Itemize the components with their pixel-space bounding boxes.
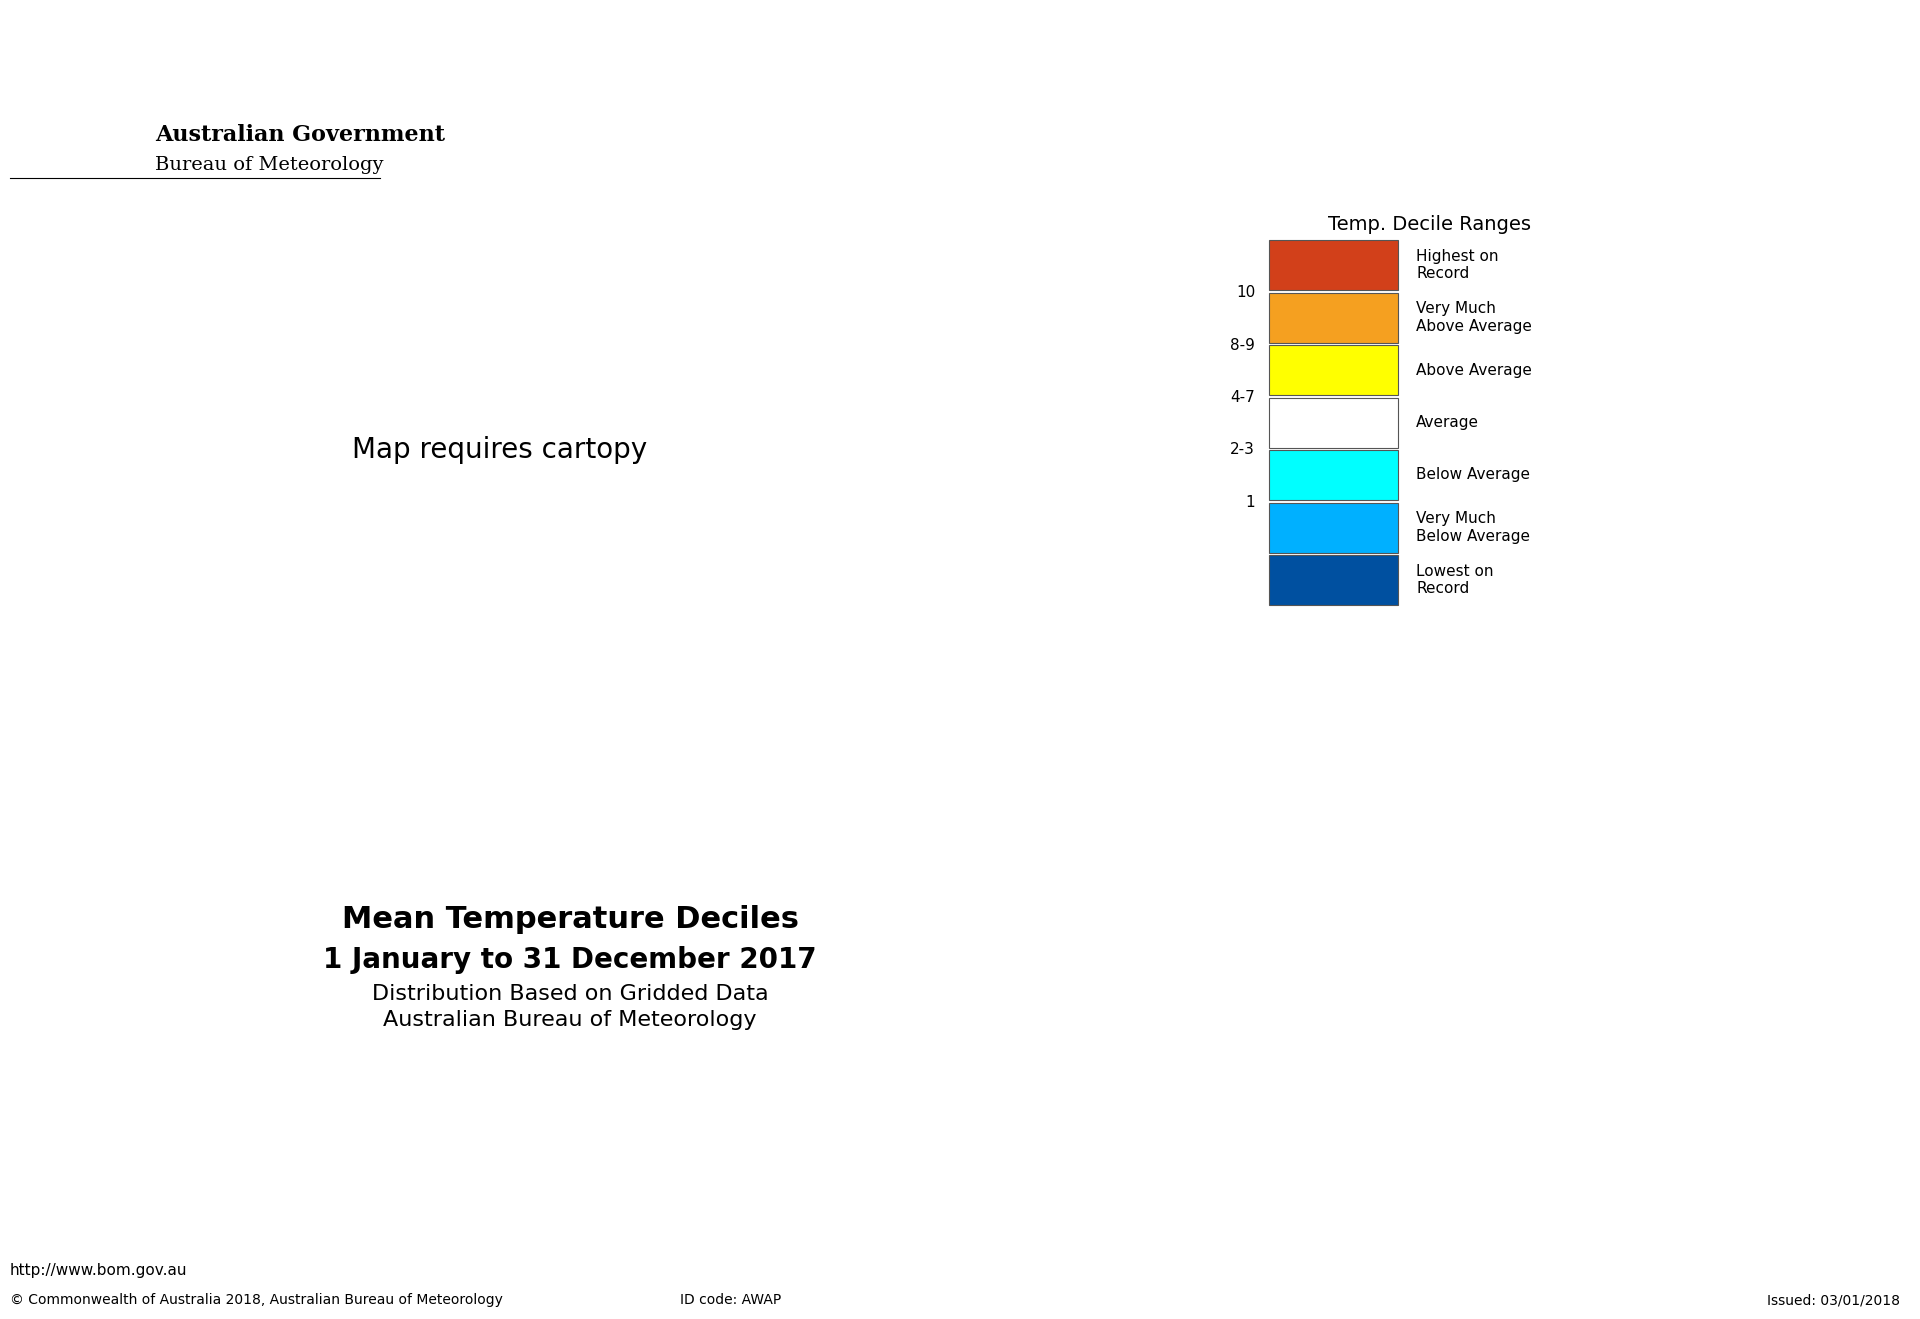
Text: Lowest on
Record: Lowest on Record (1417, 563, 1494, 596)
Text: 4-7: 4-7 (1231, 390, 1256, 405)
Text: Average: Average (1417, 415, 1478, 430)
Text: © Commonwealth of Australia 2018, Australian Bureau of Meteorology: © Commonwealth of Australia 2018, Austra… (10, 1293, 503, 1307)
Text: http://www.bom.gov.au: http://www.bom.gov.au (10, 1262, 188, 1278)
Text: Highest on
Record: Highest on Record (1417, 249, 1500, 281)
Text: Australian Bureau of Meteorology: Australian Bureau of Meteorology (384, 1010, 756, 1030)
FancyBboxPatch shape (1269, 293, 1398, 343)
Text: Bureau of Meteorology: Bureau of Meteorology (156, 156, 384, 174)
Text: Mean Temperature Deciles: Mean Temperature Deciles (342, 906, 799, 934)
FancyBboxPatch shape (1269, 503, 1398, 553)
FancyBboxPatch shape (1269, 240, 1398, 290)
Text: Above Average: Above Average (1417, 363, 1532, 377)
Text: Very Much
Below Average: Very Much Below Average (1417, 512, 1530, 543)
Text: Temp. Decile Ranges: Temp. Decile Ranges (1329, 215, 1532, 233)
Text: Distribution Based on Gridded Data: Distribution Based on Gridded Data (372, 984, 768, 1004)
Text: Issued: 03/01/2018: Issued: 03/01/2018 (1766, 1293, 1901, 1307)
Text: 2-3: 2-3 (1231, 442, 1256, 458)
FancyBboxPatch shape (1269, 555, 1398, 605)
FancyBboxPatch shape (1269, 450, 1398, 500)
Text: 1: 1 (1246, 495, 1256, 510)
Text: 10: 10 (1236, 285, 1256, 299)
Text: Very Much
Above Average: Very Much Above Average (1417, 301, 1532, 334)
FancyBboxPatch shape (1269, 346, 1398, 394)
FancyBboxPatch shape (1269, 397, 1398, 447)
Text: ID code: AWAP: ID code: AWAP (680, 1293, 781, 1307)
Text: Below Average: Below Average (1417, 467, 1530, 483)
Text: Map requires cartopy: Map requires cartopy (353, 437, 647, 464)
Text: Australian Government: Australian Government (156, 124, 445, 146)
Text: 1 January to 31 December 2017: 1 January to 31 December 2017 (323, 946, 816, 973)
Text: 8-9: 8-9 (1231, 338, 1256, 352)
